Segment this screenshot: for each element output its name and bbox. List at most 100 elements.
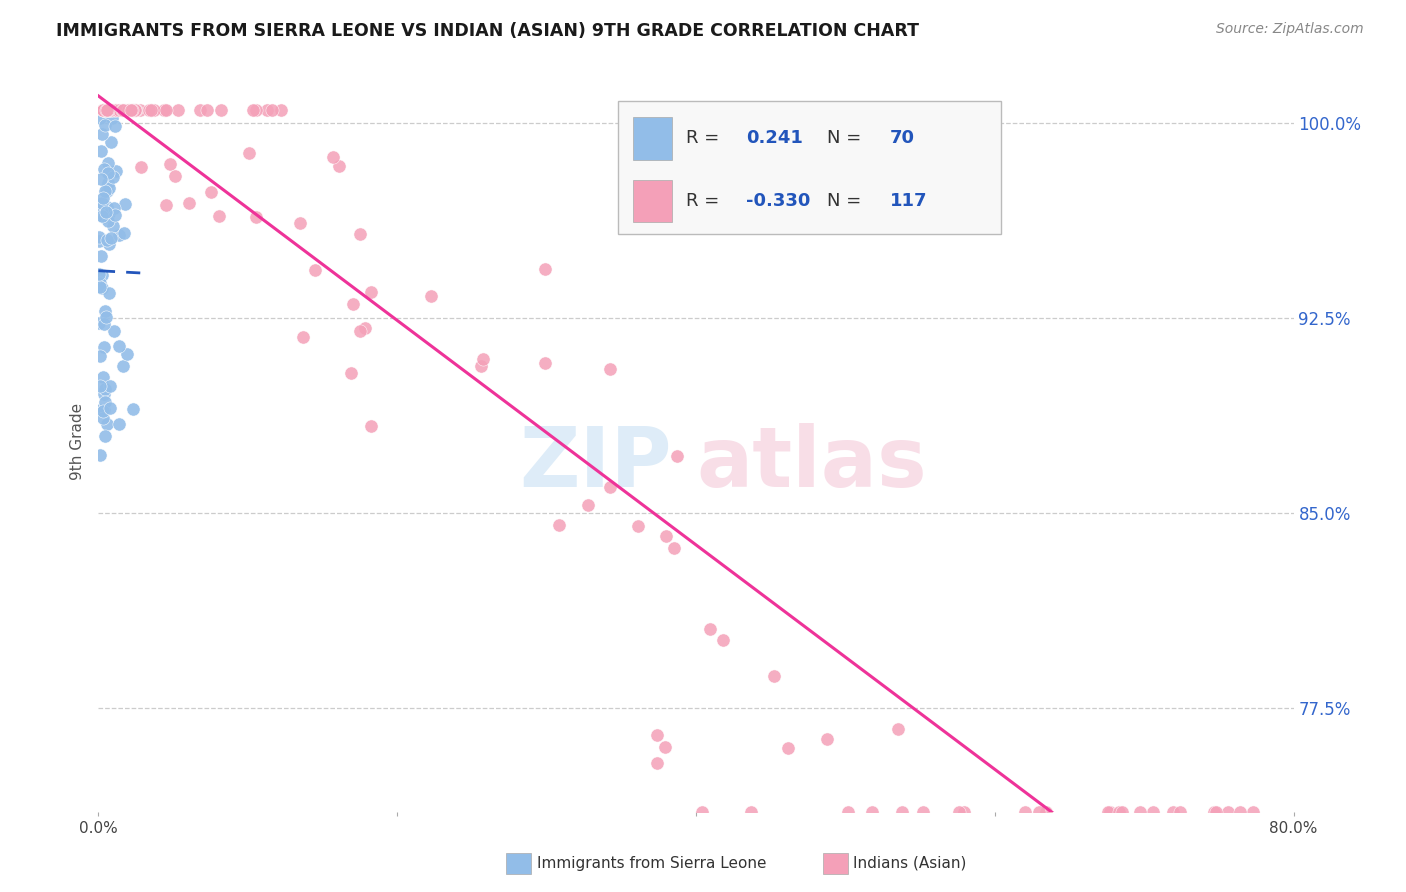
Point [534,356,557,370]
Point [89,403,111,417]
Point [96,233,118,247]
Point [692,805,714,819]
Point [90,172,112,186]
Point [138,103,160,118]
Point [98,379,121,393]
Point [96,103,118,118]
Point [124,103,146,118]
Point [647,728,669,742]
Point [1161,805,1184,819]
Point [118,103,141,118]
Point [104,164,127,178]
Point [101,112,124,126]
Point [90,127,112,141]
Point [655,529,678,543]
Point [89,448,111,462]
Point [104,207,127,221]
Point [96,417,118,432]
Point [470,359,492,373]
Point [242,103,264,118]
Point [87,267,110,281]
Point [155,103,177,118]
Text: N =: N = [827,192,868,210]
Point [94,395,117,409]
Point [114,103,136,118]
Point [89,276,111,290]
Point [94,204,117,219]
Point [153,103,176,118]
Point [89,379,111,393]
Point [93,340,115,354]
Point [256,103,278,118]
Text: Immigrants from Sierra Leone: Immigrants from Sierra Leone [537,856,766,871]
Point [662,541,685,556]
Point [1111,805,1133,819]
Point [97,206,120,220]
Text: 117: 117 [890,192,927,210]
Point [1099,805,1122,819]
Point [97,166,120,180]
Point [98,103,121,118]
Point [129,160,152,174]
Point [91,411,114,425]
Point [91,103,114,118]
Point [349,227,371,241]
Point [1229,805,1251,819]
Point [90,249,112,263]
Point [94,303,117,318]
Point [645,756,668,770]
Point [103,324,125,338]
Point [354,321,377,335]
Point [121,103,143,118]
Point [103,201,125,215]
Point [111,359,134,373]
Point [1097,805,1119,819]
Point [87,316,110,330]
Point [711,632,734,647]
Point [91,191,114,205]
Point [740,805,762,819]
Point [96,200,118,214]
Point [90,281,112,295]
Point [886,722,908,736]
Point [292,330,315,344]
Point [89,199,111,213]
Point [97,176,120,190]
Point [122,103,145,118]
Point [953,805,976,819]
Point [104,103,127,118]
Point [1205,805,1227,819]
Point [270,103,292,118]
Bar [633,117,672,160]
Point [98,286,121,301]
Point [91,103,114,118]
Point [108,103,131,118]
Y-axis label: 9th Grade: 9th Grade [70,403,86,480]
Text: IMMIGRANTS FROM SIERRA LEONE VS INDIAN (ASIAN) 9TH GRADE CORRELATION CHART: IMMIGRANTS FROM SIERRA LEONE VS INDIAN (… [56,22,920,40]
Point [96,184,118,198]
Point [107,227,129,242]
Point [328,159,350,173]
Point [94,103,117,118]
Point [1168,805,1191,819]
Point [533,262,555,277]
Text: Indians (Asian): Indians (Asian) [853,856,967,871]
Point [166,103,188,118]
Point [111,103,134,118]
Point [100,135,122,149]
Point [547,518,569,533]
Point [124,103,146,118]
Point [340,366,363,380]
Text: -0.330: -0.330 [747,192,810,210]
Point [122,103,145,118]
Text: 70: 70 [890,129,914,147]
Point [91,370,114,384]
Text: 0.241: 0.241 [747,129,803,147]
Point [97,214,120,228]
Point [91,103,114,118]
Point [97,103,120,118]
Point [93,386,115,401]
Point [107,417,129,432]
Text: ZIP: ZIP [520,423,672,504]
Point [208,209,231,223]
